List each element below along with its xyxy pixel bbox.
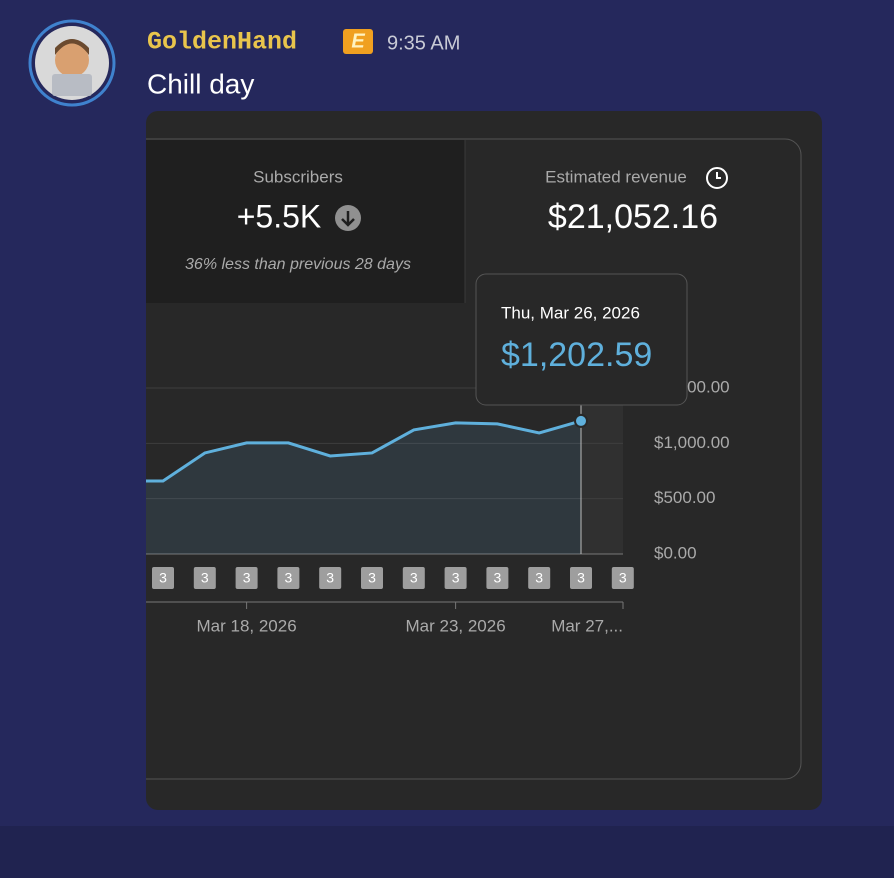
- timestamp: 9:35 AM: [387, 32, 460, 54]
- marker-text: 3: [326, 570, 334, 586]
- marker: [277, 567, 300, 589]
- username[interactable]: GoldenHand: [147, 28, 297, 57]
- badge-text: E: [351, 30, 365, 52]
- marker: [486, 567, 509, 589]
- marker: [570, 567, 592, 589]
- marker: [611, 567, 634, 589]
- marker: [193, 567, 216, 589]
- clock-icon: [706, 167, 728, 189]
- y-tick-label: $0.00: [654, 543, 697, 562]
- marker: [235, 567, 258, 589]
- y-tick-label: $1,000.00: [654, 433, 730, 452]
- badge: [343, 29, 373, 54]
- marker-text: 3: [494, 570, 502, 586]
- y-tick-label: $500.00: [654, 488, 715, 507]
- marker-text: 3: [535, 570, 543, 586]
- tooltip-value: $1,202.59: [501, 336, 652, 374]
- marker: [319, 567, 342, 589]
- plot: 3 3 3 3 3 3 3 3 3 3 3 3 Mar 18, 2026 Mar 23, 2026 Mar …: [146, 387, 634, 635]
- marker: [444, 567, 467, 589]
- x-tick-label: Mar 27,...: [551, 616, 623, 635]
- area: [146, 420, 581, 554]
- composer-area: [0, 826, 894, 878]
- hover-point: [574, 413, 588, 428]
- x-tick-label: Mar 18, 2026: [197, 616, 297, 635]
- tooltip: Thu, Mar 26, 2026 $1,202.59: [475, 273, 688, 406]
- avatar[interactable]: [28, 19, 116, 107]
- marker: [402, 567, 425, 589]
- stat-label: Subscribers: [253, 167, 343, 186]
- subscribers-panel: [146, 140, 465, 303]
- marker: [361, 567, 383, 589]
- tooltip-date: Thu, Mar 26, 2026: [501, 303, 640, 322]
- embed: Subscribers +5.5K 36% less than previous…: [146, 111, 822, 810]
- marker: [528, 567, 551, 589]
- marker-text: 3: [159, 570, 167, 586]
- marker-text: 3: [452, 570, 460, 586]
- panel-border: [146, 138, 802, 780]
- marker: [152, 567, 174, 589]
- message-text: Chill day: [147, 68, 254, 99]
- tooltip-box: [475, 273, 688, 406]
- stat-value: +5.5K: [237, 198, 322, 234]
- marker-text: 3: [410, 570, 418, 586]
- marker-text: 3: [368, 570, 376, 586]
- stat-label: Estimated revenue: [545, 167, 687, 186]
- marker-text: 3: [577, 570, 585, 586]
- stat-note: 36% less than previous 28 days: [185, 256, 411, 273]
- marker-text: 3: [201, 570, 209, 586]
- x-tick-label: Mar 23, 2026: [406, 616, 506, 635]
- marker-text: 3: [285, 570, 293, 586]
- stat-value: $21,052.16: [548, 198, 718, 236]
- marker-text: 3: [243, 570, 251, 586]
- line: [146, 419, 582, 483]
- marker-text: 3: [619, 570, 627, 586]
